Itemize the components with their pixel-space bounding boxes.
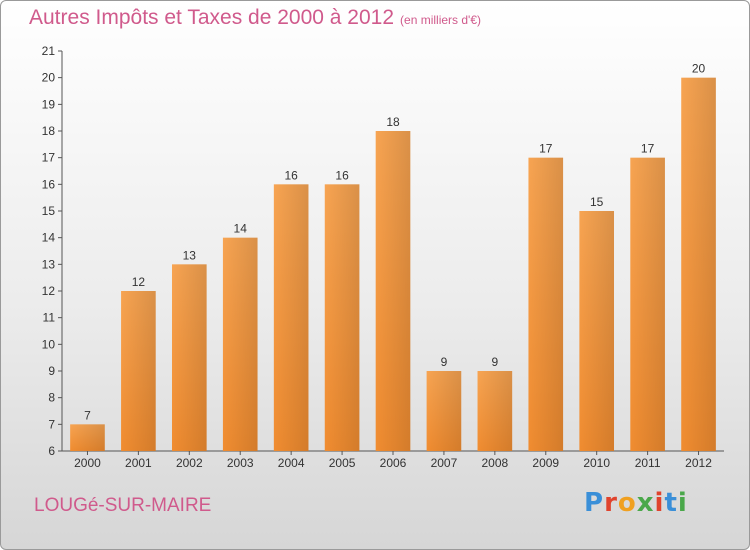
bar-value-label: 17 — [641, 142, 655, 156]
logo-letter: i — [677, 488, 688, 518]
y-tick-label: 15 — [42, 204, 56, 218]
y-tick-label: 11 — [43, 311, 56, 325]
logo-letter: t — [664, 488, 678, 518]
logo-letter: i — [654, 488, 665, 518]
bar-shade — [171, 264, 207, 451]
x-tick-label: 2011 — [635, 456, 661, 470]
chart-subtitle: (en milliers d'€) — [400, 13, 482, 27]
bar-shade — [273, 184, 309, 452]
bar-value-label: 16 — [284, 168, 298, 182]
x-tick-label: 2006 — [380, 456, 407, 470]
bar-shade — [528, 157, 564, 451]
bar-shade — [222, 237, 258, 451]
bar-value-label: 17 — [539, 142, 553, 156]
chart-title-text: Autres Impôts et Taxes de 2000 à 2012 — [29, 6, 395, 29]
y-tick-label: 10 — [42, 337, 56, 351]
bar-shade — [121, 291, 156, 451]
x-tick-label: 2008 — [481, 456, 508, 470]
x-tick-label: 2012 — [685, 456, 712, 470]
bar-value-label: 9 — [492, 355, 499, 369]
x-tick-label: 2003 — [227, 456, 254, 470]
y-tick-label: 8 — [48, 391, 55, 405]
x-tick-label: 2001 — [125, 456, 152, 470]
y-tick-label: 14 — [42, 231, 56, 245]
x-tick-label: 2009 — [532, 456, 559, 470]
logo-letter: P — [584, 488, 605, 518]
bar-value-label: 16 — [335, 168, 349, 182]
bar-value-label: 7 — [84, 408, 91, 422]
y-tick-label: 16 — [42, 177, 56, 191]
bar-value-label: 15 — [590, 195, 604, 209]
y-tick-label: 6 — [48, 444, 55, 458]
y-tick-label: 13 — [42, 257, 56, 271]
bar-shade — [681, 77, 716, 452]
logo-letter: r — [604, 488, 618, 518]
bar-shade — [630, 157, 665, 451]
bar-value-label: 14 — [234, 222, 248, 236]
x-tick-label: 2010 — [583, 456, 610, 470]
y-tick-label: 18 — [42, 124, 56, 138]
bar-shade — [477, 371, 513, 451]
bar-value-label: 20 — [692, 62, 706, 76]
location-label: LOUGé-SUR-MAIRE — [34, 495, 212, 516]
x-tick-label: 2005 — [329, 456, 356, 470]
y-tick-label: 12 — [42, 284, 56, 298]
bar-shade — [579, 211, 615, 451]
y-tick-label: 20 — [42, 71, 56, 85]
logo-letter: o — [617, 488, 637, 518]
bar-shade — [70, 424, 105, 451]
x-tick-label: 2002 — [176, 456, 203, 470]
x-tick-label: 2000 — [74, 456, 101, 470]
bar-shade — [324, 184, 360, 452]
y-tick-label: 7 — [48, 417, 55, 431]
y-tick-label: 17 — [42, 151, 56, 165]
bar-value-label: 18 — [386, 115, 400, 129]
y-tick-label: 9 — [48, 364, 55, 378]
x-tick-label: 2004 — [278, 456, 305, 470]
bar-value-label: 9 — [441, 355, 448, 369]
y-tick-label: 19 — [42, 97, 56, 111]
y-tick-label: 21 — [42, 44, 56, 58]
logo-letter: x — [636, 488, 655, 518]
proxiti-logo: Proxiti — [584, 488, 688, 518]
bar-shade — [375, 131, 411, 451]
bar-value-label: 13 — [183, 248, 197, 262]
bar-value-label: 12 — [132, 275, 146, 289]
chart-title: Autres Impôts et Taxes de 2000 à 2012 (en… — [29, 6, 481, 30]
bar-shade — [426, 371, 462, 451]
x-tick-label: 2007 — [431, 456, 458, 470]
